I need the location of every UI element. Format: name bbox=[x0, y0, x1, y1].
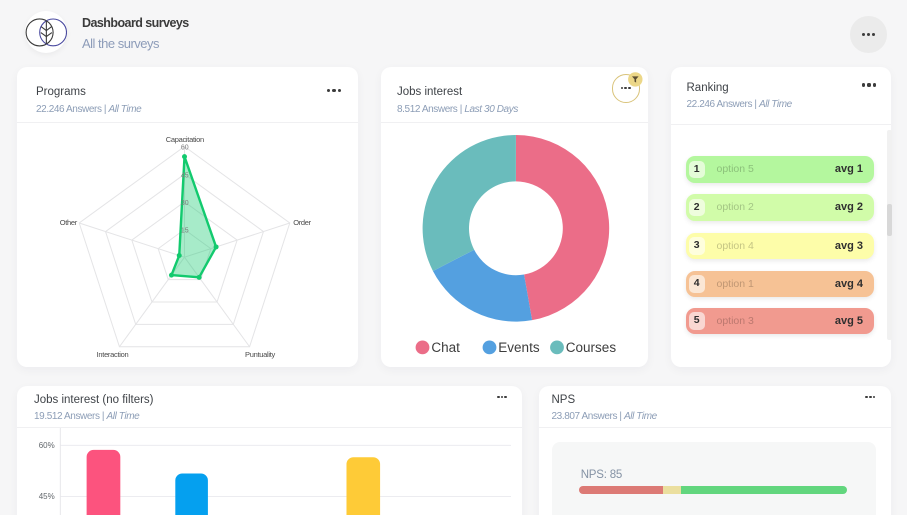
svg-text:45%: 45% bbox=[38, 492, 54, 501]
svg-text:Courses: Courses bbox=[565, 340, 616, 355]
svg-text:30: 30 bbox=[180, 200, 188, 207]
svg-text:Events: Events bbox=[498, 340, 540, 355]
svg-text:15: 15 bbox=[180, 228, 188, 235]
svg-text:Capacitation: Capacitation bbox=[165, 135, 203, 144]
svg-text:Interaction: Interaction bbox=[96, 350, 128, 359]
svg-text:45: 45 bbox=[180, 172, 188, 179]
svg-text:60%: 60% bbox=[38, 441, 54, 450]
svg-text:Puntuality: Puntuality bbox=[245, 350, 275, 359]
svg-text:Order: Order bbox=[293, 218, 311, 227]
svg-text:Chat: Chat bbox=[431, 340, 460, 355]
svg-text:60: 60 bbox=[180, 145, 188, 152]
svg-text:Other: Other bbox=[59, 218, 77, 227]
